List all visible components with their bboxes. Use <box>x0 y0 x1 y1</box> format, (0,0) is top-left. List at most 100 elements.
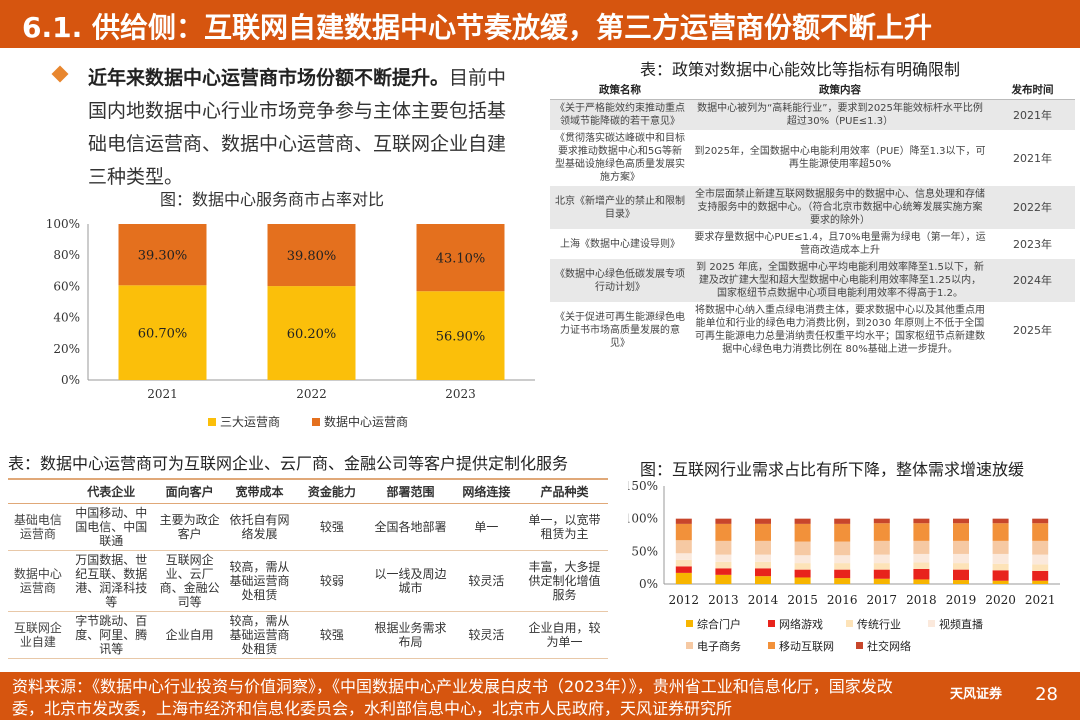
chart1-title: 图：数据中心服务商市占率对比 <box>160 190 385 209</box>
data-label: 39.30% <box>138 249 188 264</box>
policy-content-cell: 数据中心被列为“高耗能行业”，要求到2025年能效标杆水平比例超过30%（PUE… <box>690 99 990 130</box>
bar-segment <box>873 523 890 541</box>
footer: 资料来源：《数据中心行业投资与价值洞察》，《中国数据中心产业发展白皮书（2023… <box>0 672 1080 720</box>
policy-header-name: 政策名称 <box>550 80 690 100</box>
bar-segment <box>755 576 771 584</box>
y-tick-label: 80% <box>53 248 80 262</box>
ops-cell: 字节跳动、百度、阿里、腾讯等 <box>67 611 155 659</box>
bar-segment <box>755 523 771 541</box>
policy-row: 《数据中心绿色低碳发展专项行动计划》到 2025 年底，全国数据中心平均电能利用… <box>550 259 1075 302</box>
ops-cell: 依托自有网络发展 <box>224 503 295 551</box>
bar-segment <box>755 561 771 569</box>
legend-swatch <box>686 642 693 649</box>
x-tick-label: 2018 <box>906 593 937 607</box>
bar-segment <box>755 554 771 562</box>
ops-cell: 主要为政企客户 <box>154 503 225 551</box>
bar-segment <box>715 568 732 575</box>
y-tick-label: 0% <box>61 373 80 387</box>
ops-cell: 单一，以宽带租赁为主 <box>521 503 608 551</box>
policy-content-cell: 到2025年，全国数据中心电能利用效率（PUE）降至1.3以下，可再生能源使用率… <box>694 146 986 170</box>
ops-row: 数据中心运营商 万国数据、世纪互联、数据港、润泽科技等 互联网企业、云厂商、金融公司… <box>8 550 608 612</box>
bar-segment <box>953 518 969 524</box>
bar-segment <box>675 572 692 584</box>
ops-cell: 丰富，大多提供定制化增值服务 <box>521 550 608 612</box>
bar-segment <box>953 540 969 554</box>
ops-row-label: 基础电信运营商 <box>8 503 68 551</box>
legend-swatch <box>846 620 853 627</box>
bar-segment <box>755 540 771 555</box>
bar-segment <box>953 523 969 541</box>
x-tick-label: 2012 <box>669 593 700 607</box>
bar-segment <box>794 555 811 564</box>
bar-segment <box>416 291 505 380</box>
legend-label: 视频直播 <box>939 617 983 631</box>
y-tick-label: 150% <box>628 479 658 493</box>
legend-label: 传统行业 <box>857 618 901 631</box>
policy-name-cell: 上海《数据中心建设导则》 <box>560 238 680 250</box>
x-tick-label: 2021 <box>147 387 178 401</box>
x-tick-label: 2021 <box>1025 593 1056 607</box>
market-share-chart: 0% 20% 40% 60% 80% 100% 60.70% 39.30% 2021 60.20%… <box>46 217 535 429</box>
policy-name-cell: 《关于严格能效约束推动重点领域节能降碳的若干意见》 <box>550 99 690 130</box>
bar-segment <box>715 554 732 562</box>
ops-cell: 根据业务需求布局 <box>369 611 452 659</box>
policy-content-cell: 将数据中心纳入重点绿电消费主体，要求数据中心以及其他重点用能单位和行业的绿色电力… <box>695 305 985 355</box>
ops-cell: 较灵活 <box>451 611 522 659</box>
ops-header: 宽带成本 <box>224 478 295 504</box>
y-tick-label: 100% <box>628 512 658 526</box>
bar-segment <box>715 574 732 584</box>
bar-segment <box>675 540 692 554</box>
legend-label: 社交网络 <box>867 639 911 653</box>
bar-segment <box>118 224 207 286</box>
ops-cell: 企业自用 <box>154 611 225 659</box>
bar-segment <box>1032 540 1049 555</box>
bullet-paragraph: 近年来数据中心运营商市场份额不断提升。目前中国内地数据中心行业市场竞争参与主体主… <box>51 62 518 194</box>
legend-label: 三大运营商 <box>220 414 280 429</box>
ops-cell: 较高，需从基础运营商处租赁 <box>224 611 295 659</box>
x-tick-label: 2023 <box>445 387 476 401</box>
ops-row-label: 数据中心运营商 <box>8 550 68 612</box>
y-tick-label: 50% <box>631 544 658 558</box>
policy-content-cell: 到 2025 年底，全国数据中心平均电能利用效率降至1.5以下，新建及改扩建大型… <box>690 259 990 302</box>
bar-segment <box>913 540 930 554</box>
bar-segment <box>913 562 930 569</box>
bar-segment <box>913 579 930 584</box>
policy-year-cell: 2021年 <box>1013 151 1052 165</box>
bar-segment <box>794 523 811 542</box>
bar-segment <box>755 568 771 577</box>
bar-segment <box>794 541 811 556</box>
bullet-text: 目前中国内地数据中心行业市场竞争参与主体主要包括基础电信运营商、数据中心运营商、… <box>88 67 507 188</box>
policy-table: 政策名称 政策内容 发布时间 《关于严格能效约束推动重点领域节能降碳的若干意见》… <box>550 80 1075 358</box>
ops-header: 产品种类 <box>521 478 608 504</box>
source-note: 资料来源：《数据中心行业投资与价值洞察》，《中国数据中心产业发展白皮书（2023… <box>12 677 893 718</box>
data-label: 60.20% <box>287 327 337 342</box>
bar-segment <box>873 540 890 555</box>
policy-content-cell: 全市层面禁止新建互联网数据服务中的数据中心、信息处理和存储支持服务中的数据中心。… <box>690 186 990 229</box>
ops-cell: 万国数据、世纪互联、数据港、润泽科技等 <box>67 550 155 612</box>
bar-segment <box>873 563 890 570</box>
ops-table-title: 表：数据中心运营商可为互联网企业、云厂商、金融公司等客户提供定制化服务 <box>8 454 569 473</box>
data-label: 43.10% <box>436 252 486 267</box>
bullet-lead: 近年来数据中心运营商市场份额不断提升。 <box>88 67 450 89</box>
bar-segment <box>118 285 207 380</box>
bar-segment <box>953 580 969 584</box>
policy-name-cell: 《数据中心绿色低碳发展专项行动计划》 <box>550 259 690 302</box>
bar-segment <box>834 518 851 524</box>
policy-year-cell: 2025年 <box>1013 323 1052 337</box>
policy-row: 上海《数据中心建设导则》 要求存量数据中心PUE≤1.4，且70%电量需为绿电（第… <box>550 229 1075 259</box>
x-tick-label: 2019 <box>946 593 977 607</box>
legend-swatch <box>928 620 935 627</box>
ops-cell: 全国各地部署 <box>369 503 452 551</box>
ops-cell: 较弱 <box>294 550 370 612</box>
ops-cell: 较灵活 <box>451 550 522 612</box>
policy-header-content: 政策内容 <box>690 80 990 100</box>
legend-swatch <box>768 642 775 649</box>
bar-segment <box>675 559 692 567</box>
policy-year-cell: 2023年 <box>1013 237 1052 251</box>
bar-segment <box>992 523 1009 541</box>
bar-segment <box>794 518 811 524</box>
bar-segment <box>873 554 890 564</box>
bar-segment <box>992 553 1009 564</box>
bar-segment <box>873 578 890 584</box>
bar-segment <box>715 523 732 541</box>
